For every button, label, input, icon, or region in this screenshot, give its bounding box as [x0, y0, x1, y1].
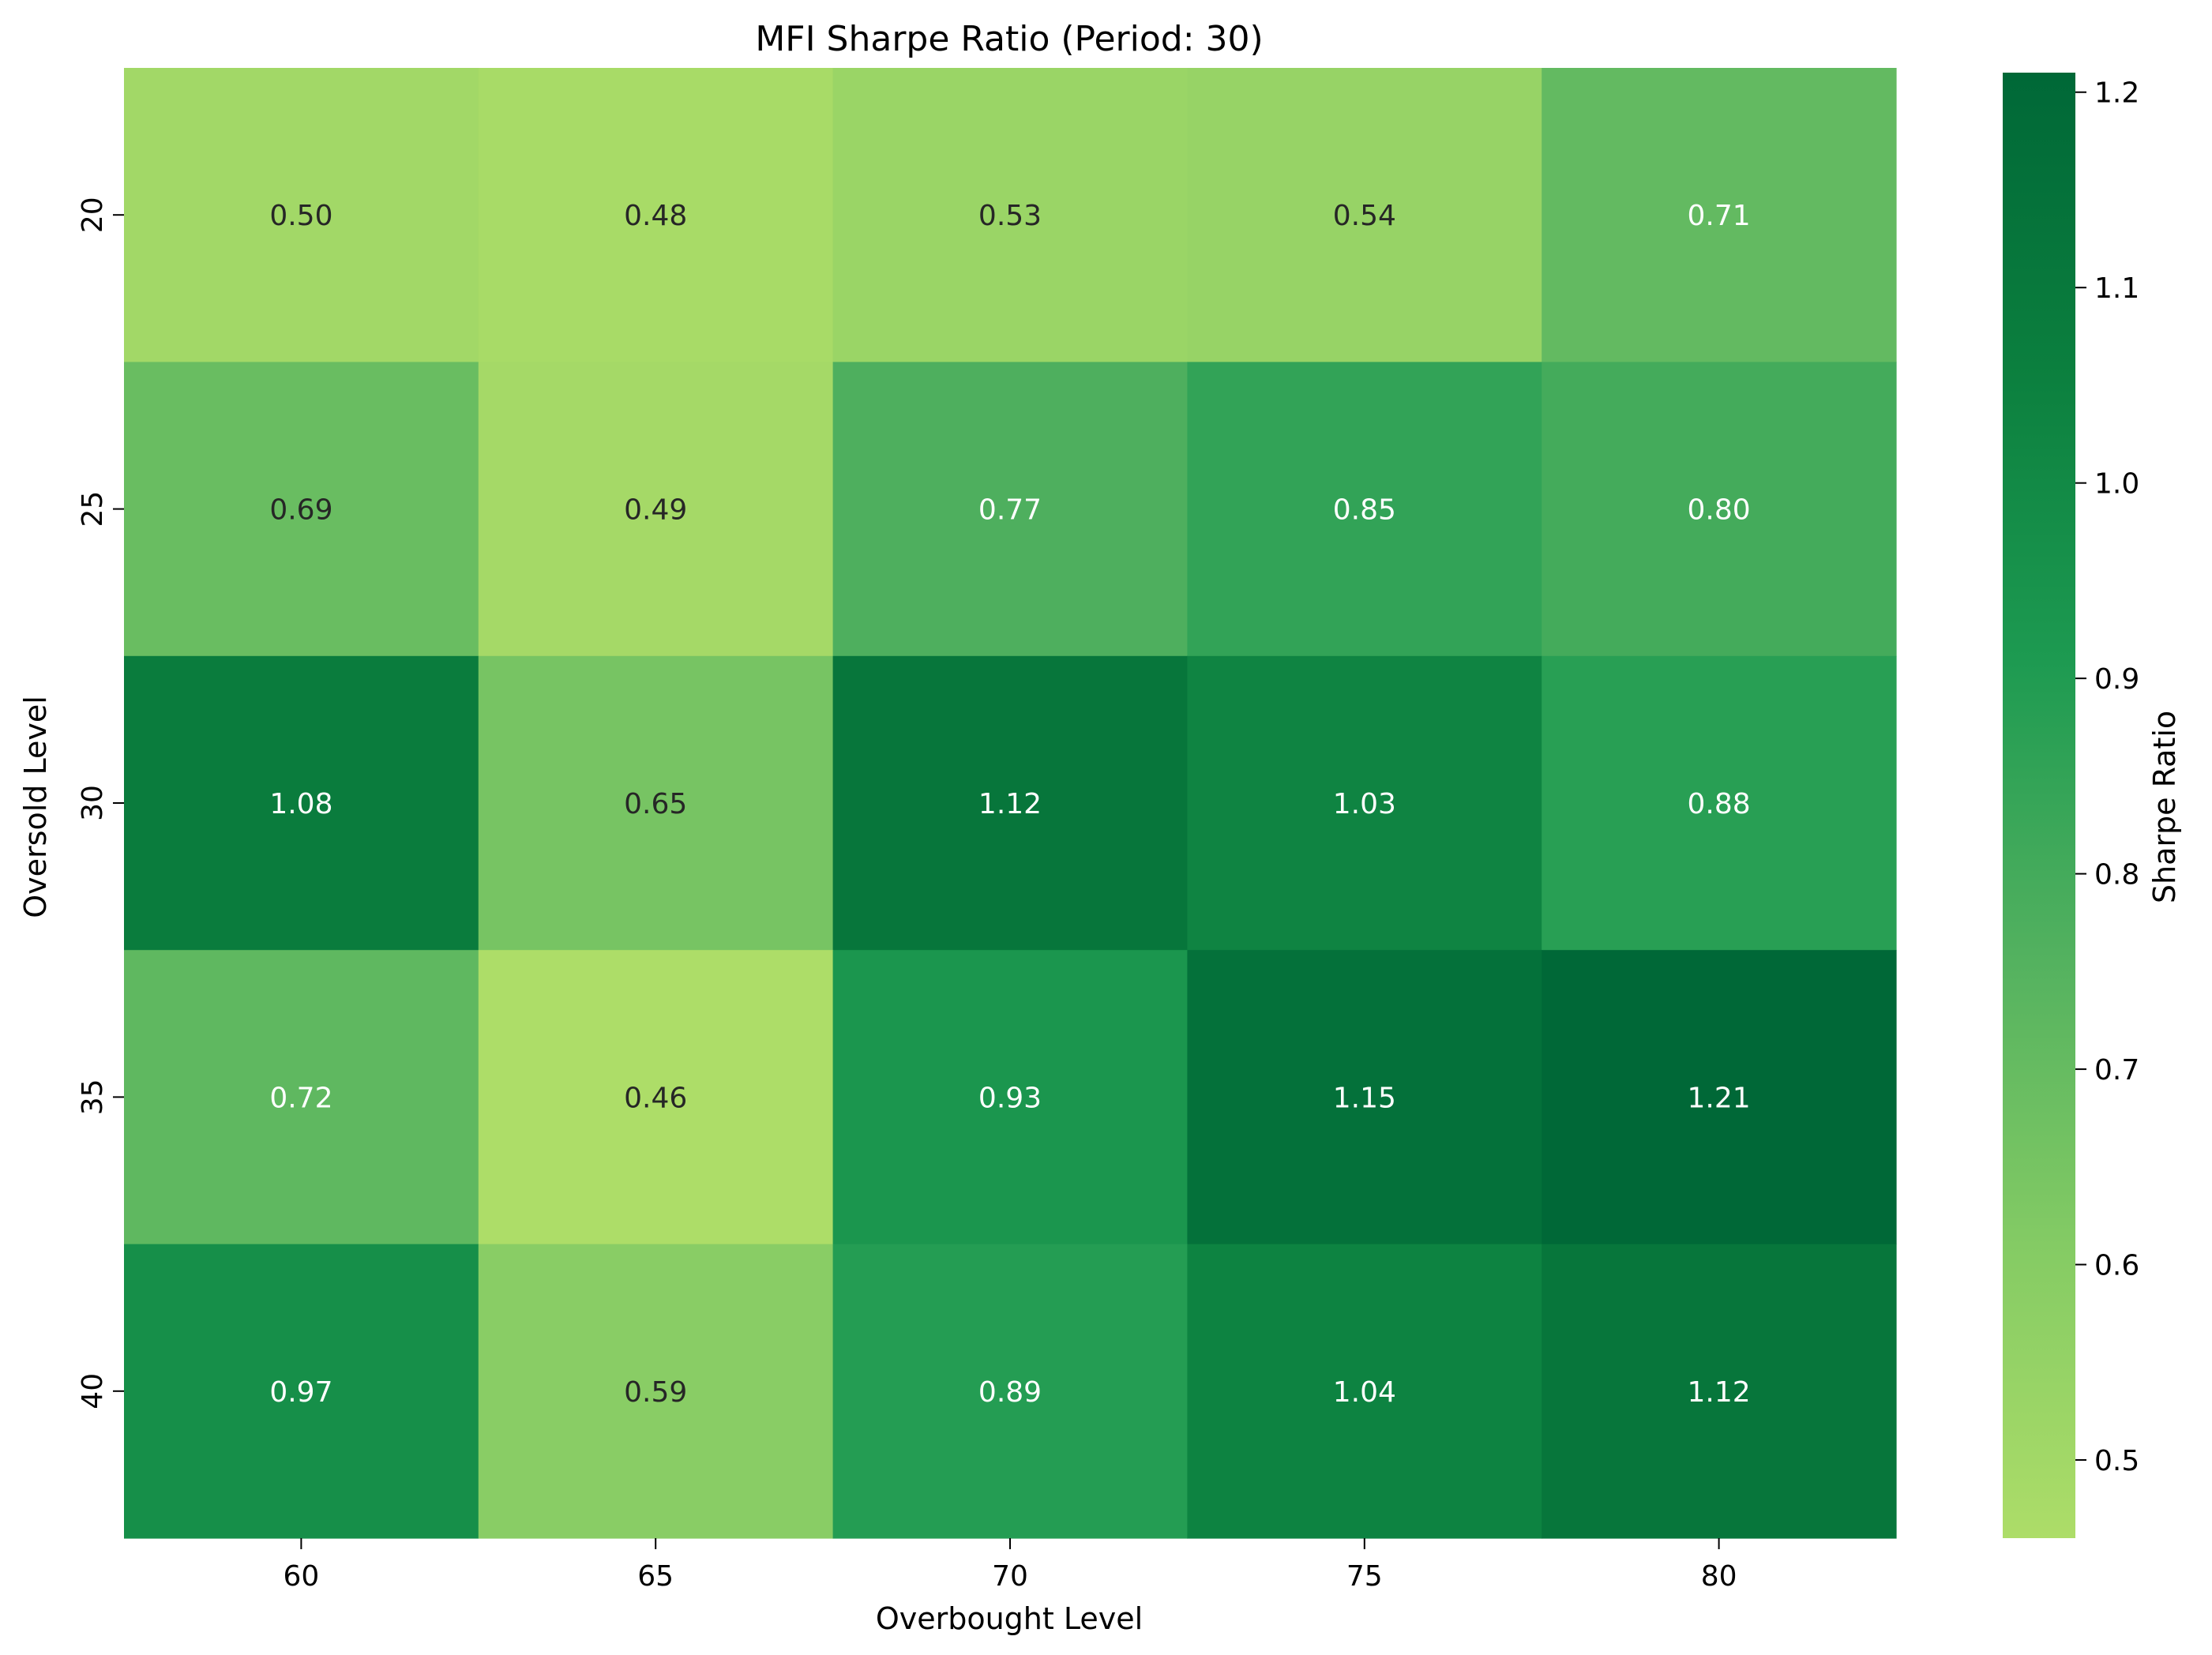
colorbar-gradient — [2003, 73, 2075, 1538]
heatmap-cell — [1187, 1244, 1542, 1539]
cell-value-label: 0.49 — [624, 494, 687, 527]
heatmap-cell — [1187, 655, 1542, 951]
x-tick-label: 60 — [283, 1560, 319, 1593]
heatmap-cell — [124, 1244, 479, 1539]
y-axis: 20 25 30 35 40 — [77, 197, 124, 1409]
heatmap-cell — [478, 1244, 834, 1539]
colorbar-tick-label: 0.5 — [2094, 1445, 2139, 1477]
cell-value-label: 1.12 — [978, 788, 1042, 820]
x-axis: 60 65 70 75 80 — [283, 1538, 1737, 1593]
cell-value-label: 0.48 — [624, 200, 687, 232]
heatmap-cell — [1187, 68, 1542, 362]
heatmap-cell — [1542, 950, 1897, 1245]
heatmap-cell — [478, 68, 834, 362]
cell-value-label: 0.50 — [269, 200, 332, 232]
heatmap-cell — [124, 362, 479, 657]
x-tick-label: 65 — [637, 1560, 674, 1593]
x-tick-label: 80 — [1701, 1560, 1737, 1593]
heatmap-cell — [1542, 655, 1897, 951]
heatmap-cell — [832, 1244, 1188, 1539]
heatmap-cell — [124, 68, 479, 362]
cell-value-label: 1.04 — [1333, 1376, 1396, 1409]
colorbar-tick-label: 0.9 — [2094, 663, 2139, 696]
y-tick-label: 35 — [77, 1079, 109, 1115]
cell-value-label: 1.12 — [1688, 1376, 1751, 1409]
heatmap-cell — [124, 950, 479, 1245]
heatmap-cell — [1542, 362, 1897, 657]
colorbar-tick-label: 1.2 — [2094, 77, 2139, 110]
heatmap-cell — [832, 68, 1188, 362]
y-tick-label: 30 — [77, 785, 109, 821]
heatmap-cell — [478, 655, 834, 951]
cell-value-label: 0.89 — [978, 1376, 1042, 1409]
heatmap-cell — [1187, 950, 1542, 1245]
y-tick-label: 25 — [77, 491, 109, 527]
heatmap-cell — [1187, 362, 1542, 657]
cell-value-label: 0.88 — [1688, 788, 1751, 820]
cell-value-label: 0.80 — [1688, 494, 1751, 527]
cell-value-label: 0.71 — [1688, 200, 1751, 232]
cell-value-label: 1.03 — [1333, 788, 1396, 820]
cell-value-label: 0.53 — [978, 200, 1042, 232]
cell-value-label: 0.46 — [624, 1082, 687, 1114]
colorbar: 0.5 0.6 0.7 0.8 0.9 1.0 1.1 1.2 — [2003, 73, 2139, 1538]
heatmap-cells: 0.50 0.48 0.53 0.54 0.71 0.69 0.49 0.77 0.85 0.80… — [124, 68, 1897, 1539]
cell-value-label: 1.08 — [269, 788, 332, 820]
cell-value-label: 0.97 — [269, 1376, 332, 1409]
heatmap-cell — [478, 950, 834, 1245]
y-tick-label: 20 — [77, 197, 109, 233]
colorbar-tick-label: 0.6 — [2094, 1250, 2139, 1282]
cell-value-label: 0.72 — [269, 1082, 332, 1114]
y-axis-label: Oversold Level — [18, 696, 53, 918]
cell-value-label: 0.93 — [978, 1082, 1042, 1114]
colorbar-tick-label: 1.0 — [2094, 468, 2139, 501]
x-axis-label: Overbought Level — [876, 1601, 1143, 1636]
cell-value-label: 0.69 — [269, 494, 332, 527]
heatmap-cell — [832, 950, 1188, 1245]
cell-value-label: 0.59 — [624, 1376, 687, 1409]
cell-value-label: 0.85 — [1333, 494, 1396, 527]
x-tick-label: 70 — [992, 1560, 1028, 1593]
heatmap-cell — [1542, 68, 1897, 362]
colorbar-tick-label: 0.8 — [2094, 859, 2139, 891]
cell-value-label: 0.54 — [1333, 200, 1396, 232]
heatmap-cell — [1542, 1244, 1897, 1539]
heatmap-cell — [832, 655, 1188, 951]
heatmap-cell — [124, 655, 479, 951]
x-tick-label: 75 — [1346, 1560, 1383, 1593]
colorbar-tick-label: 0.7 — [2094, 1054, 2139, 1086]
colorbar-label: Sharpe Ratio — [2147, 711, 2182, 903]
colorbar-tick-label: 1.1 — [2094, 272, 2139, 305]
chart-title: MFI Sharpe Ratio (Period: 30) — [755, 19, 1263, 59]
y-tick-label: 40 — [77, 1373, 109, 1409]
cell-value-label: 0.77 — [978, 494, 1042, 527]
cell-value-label: 1.21 — [1688, 1082, 1751, 1114]
cell-value-label: 0.65 — [624, 788, 687, 820]
heatmap-cell — [832, 362, 1188, 657]
heatmap-cell — [478, 362, 834, 657]
cell-value-label: 1.15 — [1333, 1082, 1396, 1114]
